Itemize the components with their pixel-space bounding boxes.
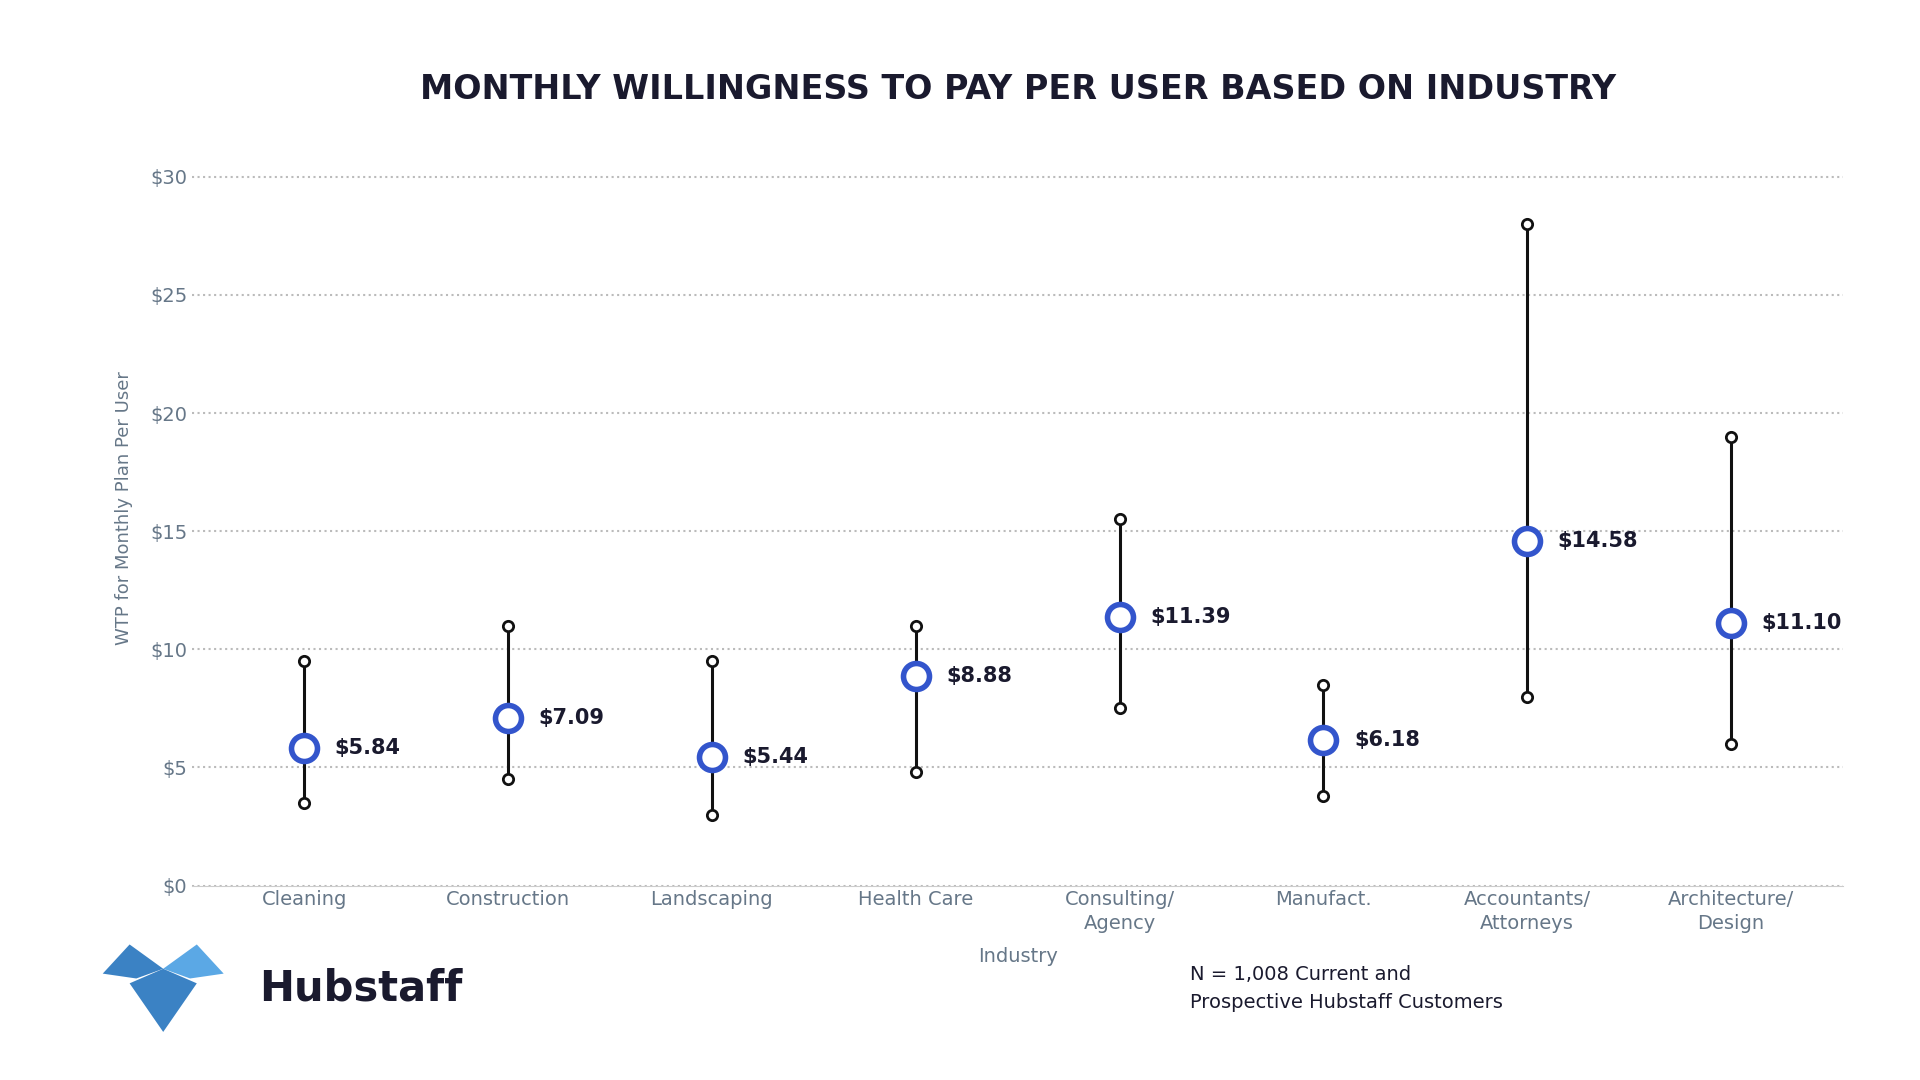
Point [1308,731,1338,748]
X-axis label: Industry: Industry [977,947,1058,966]
Text: $14.58: $14.58 [1557,531,1638,551]
Polygon shape [104,944,163,978]
Text: $11.39: $11.39 [1150,607,1231,626]
Polygon shape [129,969,198,1032]
Point [493,617,524,634]
Point [1104,511,1135,528]
Point [900,764,931,781]
Point [697,652,728,670]
Point [1716,615,1747,632]
Polygon shape [163,944,223,978]
Point [900,667,931,685]
Text: Hubstaff: Hubstaff [259,968,463,1009]
Text: $6.18: $6.18 [1354,730,1419,750]
Point [493,771,524,788]
Text: $8.88: $8.88 [947,665,1012,686]
Text: $5.84: $5.84 [334,738,401,758]
Text: $5.44: $5.44 [743,747,808,767]
Point [1104,700,1135,717]
Point [900,617,931,634]
Point [288,739,319,756]
Point [697,806,728,823]
Point [1308,676,1338,693]
Text: $7.09: $7.09 [538,708,605,728]
Point [1308,787,1338,805]
Point [1511,532,1542,550]
Point [1104,608,1135,625]
Y-axis label: WTP for Monthly Plan Per User: WTP for Monthly Plan Per User [115,370,132,645]
Point [1511,216,1542,233]
Point [1511,688,1542,705]
Point [1716,428,1747,445]
Point [493,710,524,727]
Point [697,748,728,766]
Point [288,652,319,670]
Text: $11.10: $11.10 [1763,613,1841,633]
Point [288,794,319,811]
Point [1716,735,1747,753]
Title: MONTHLY WILLINGNESS TO PAY PER USER BASED ON INDUSTRY: MONTHLY WILLINGNESS TO PAY PER USER BASE… [420,73,1615,106]
Text: N = 1,008 Current and
Prospective Hubstaff Customers: N = 1,008 Current and Prospective Hubsta… [1190,964,1503,1012]
